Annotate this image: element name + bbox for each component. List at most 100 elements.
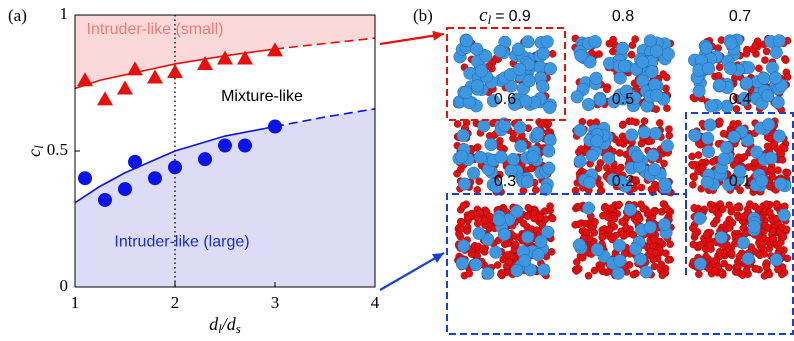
particle-snapshot <box>452 33 557 115</box>
small-particle <box>598 233 606 242</box>
data-point <box>118 182 132 197</box>
large-particle <box>513 62 527 76</box>
data-point <box>128 154 142 169</box>
label-part: = <box>495 8 504 25</box>
label-part: 0.7 <box>729 8 751 25</box>
small-particle <box>627 117 636 125</box>
small-particle <box>574 220 583 229</box>
large-particle <box>701 145 715 159</box>
particle-snapshot <box>688 33 792 114</box>
large-particle <box>660 139 674 153</box>
large-particle <box>618 59 632 73</box>
small-particle <box>719 270 727 279</box>
large-particle <box>699 41 713 55</box>
small-particle <box>689 224 697 232</box>
small-particle <box>591 218 599 226</box>
large-particle <box>513 121 527 135</box>
data-point <box>238 138 252 153</box>
large-particle <box>649 127 663 141</box>
large-particle <box>519 94 533 108</box>
large-particle <box>539 182 553 196</box>
large-particle <box>613 71 627 85</box>
small-particle <box>710 219 718 228</box>
small-particle <box>762 200 771 208</box>
large-particle <box>536 47 550 61</box>
large-particle <box>646 148 660 162</box>
small-particle <box>581 220 590 228</box>
small-particle <box>778 223 786 232</box>
small-particle <box>453 120 462 128</box>
large-particle <box>722 178 736 192</box>
large-particle <box>704 99 718 113</box>
small-particle <box>740 212 748 221</box>
small-particle <box>729 120 737 128</box>
small-particle <box>645 137 654 145</box>
small-particle <box>773 201 781 209</box>
arrow-line <box>379 252 445 291</box>
large-particle <box>637 125 651 139</box>
large-particle <box>774 177 788 191</box>
large-particle <box>700 175 714 189</box>
small-particle <box>742 49 751 58</box>
data-point <box>97 91 113 106</box>
large-particle <box>733 164 747 178</box>
data-point <box>147 69 163 84</box>
plot <box>75 15 375 287</box>
small-particle <box>618 121 627 129</box>
small-particle <box>616 138 625 147</box>
small-particle <box>768 173 777 181</box>
large-particle <box>522 74 536 88</box>
large-particle <box>570 90 584 104</box>
small-particle <box>457 218 466 227</box>
large-particle <box>470 42 484 56</box>
small-particle <box>493 261 502 269</box>
small-particle <box>480 216 489 225</box>
small-particle <box>473 186 482 194</box>
large-particle <box>762 117 776 131</box>
large-particle <box>573 154 587 168</box>
data-point <box>267 42 283 57</box>
large-particle <box>757 71 771 85</box>
large-particle <box>717 152 731 166</box>
large-particle <box>585 149 599 163</box>
small-particle <box>478 244 487 253</box>
large-particle <box>511 42 525 56</box>
large-particle <box>643 34 657 48</box>
small-particle <box>656 119 664 127</box>
small-particle <box>762 263 771 271</box>
data-point <box>237 50 253 65</box>
small-particle <box>665 125 673 133</box>
large-particle <box>534 234 548 248</box>
large-particle <box>479 49 493 63</box>
large-particle <box>542 144 556 158</box>
particle-snapshot <box>454 200 557 280</box>
small-particle <box>497 270 505 279</box>
small-particle <box>662 249 670 258</box>
small-particle <box>714 210 723 219</box>
label-part: c <box>479 5 488 26</box>
label-part: 0.1 <box>729 173 751 190</box>
small-particle <box>719 129 728 138</box>
concentration-label: 0.1 <box>729 173 751 190</box>
large-particle <box>481 266 495 280</box>
large-particle <box>650 88 664 102</box>
large-particle <box>658 218 672 232</box>
large-particle <box>588 35 602 49</box>
data-point <box>167 64 183 79</box>
small-particle <box>752 264 760 273</box>
particle-snapshot <box>570 34 675 113</box>
large-particle <box>514 139 528 153</box>
region-fill <box>275 108 375 287</box>
label-part: 0.9 <box>509 8 531 25</box>
large-particle <box>639 265 653 279</box>
particle-snapshot <box>688 117 792 196</box>
small-particle <box>650 208 659 216</box>
small-particle <box>664 256 673 264</box>
small-particle <box>463 226 472 235</box>
small-particle <box>727 249 736 257</box>
label-part: 0.5 <box>612 91 634 108</box>
large-particle <box>771 95 785 109</box>
small-particle <box>660 159 668 168</box>
small-particle <box>463 214 472 223</box>
